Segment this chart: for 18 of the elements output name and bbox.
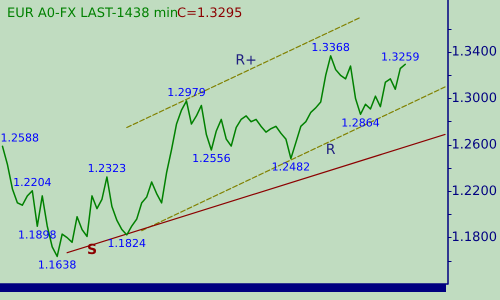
annotation: 1.2482 xyxy=(272,160,310,174)
annotation: 1.2204 xyxy=(13,176,52,189)
y-tick-label: 1.1800 xyxy=(452,230,498,246)
series-label: R xyxy=(326,142,336,158)
annotation: 1.1824 xyxy=(108,236,146,250)
annotation: 1.1638 xyxy=(38,258,76,272)
y-tick-label: 1.3400 xyxy=(452,44,498,60)
text: C=1.3295 xyxy=(177,6,242,21)
text: EUR A0-FX LAST-1438 min xyxy=(7,6,178,21)
annotation: 1.2323 xyxy=(88,162,126,176)
annotation: 1.3259 xyxy=(381,50,420,64)
annotation: 1.2588 xyxy=(0,131,39,144)
y-tick-label: 1.2600 xyxy=(452,137,498,152)
annotation: 1.2556 xyxy=(192,152,231,165)
annotation: 1.3368 xyxy=(311,40,350,54)
y-tick-label: 1.3000 xyxy=(452,91,498,106)
y-tick-label: 1.2200 xyxy=(452,184,498,199)
series-label: R+ xyxy=(235,52,257,68)
